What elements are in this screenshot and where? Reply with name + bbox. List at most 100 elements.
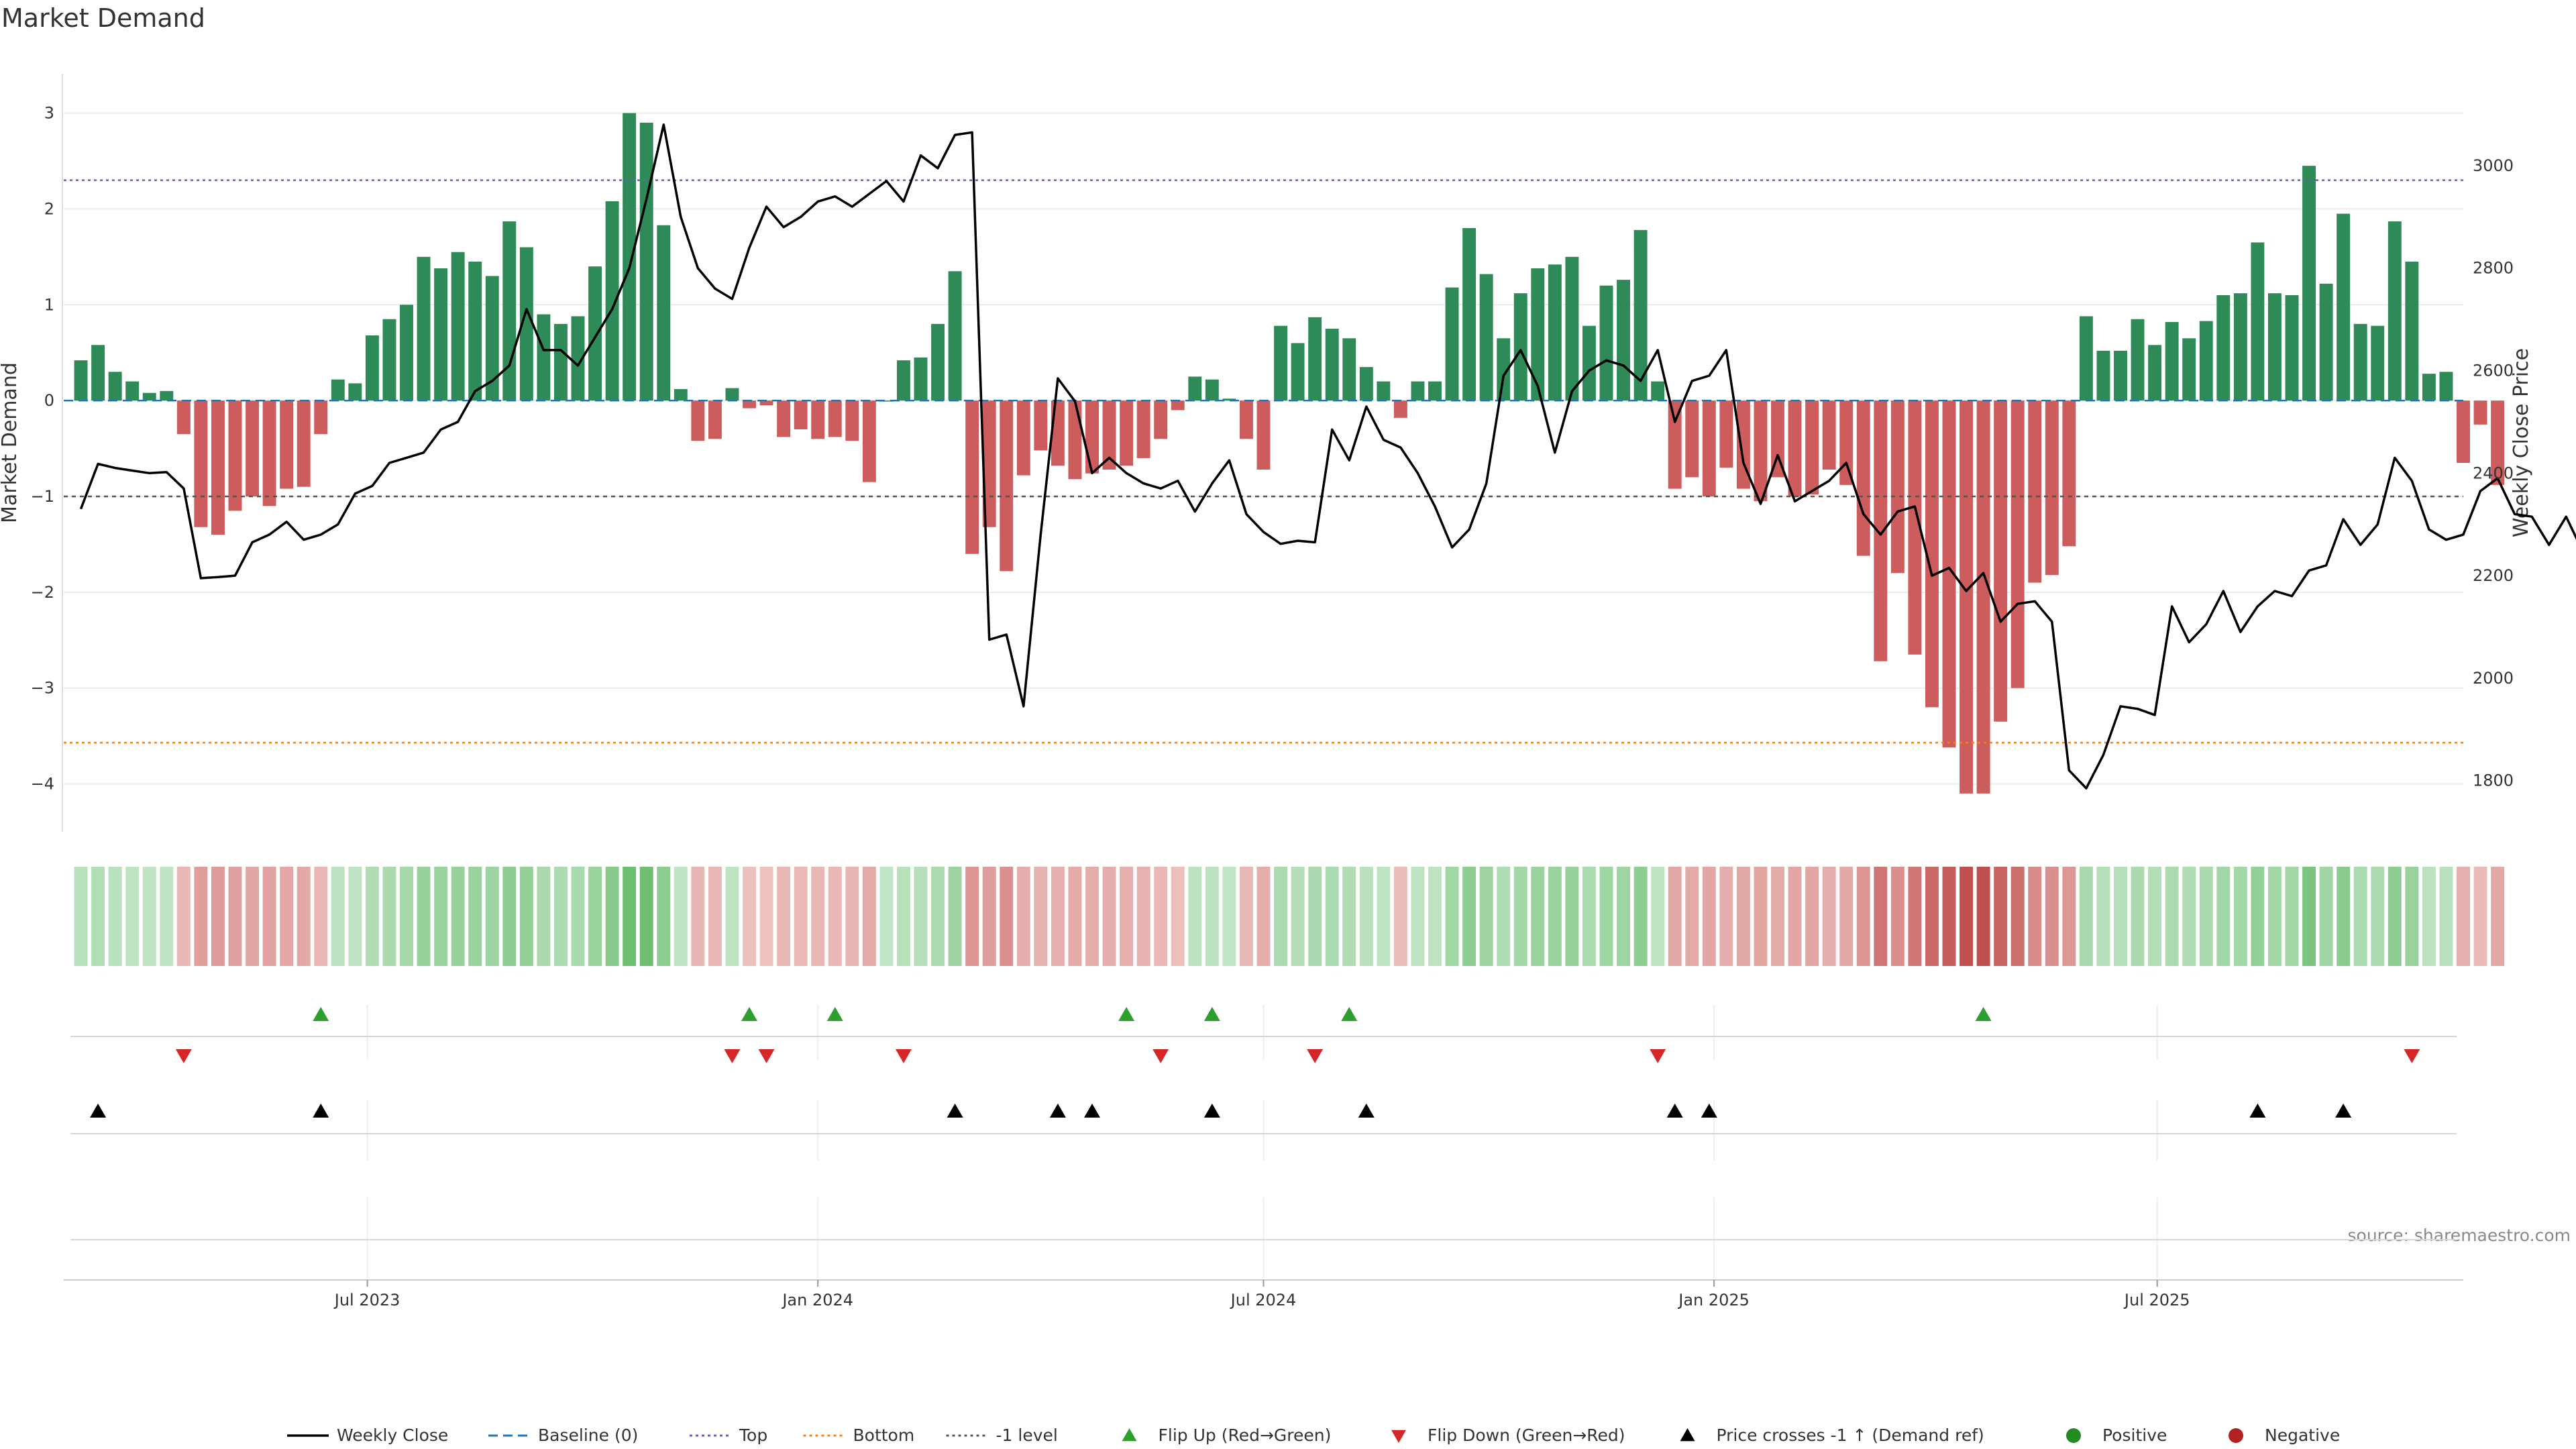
demand-bar [1462,228,1477,401]
x-tick-label: Jan 2024 [781,1291,853,1309]
flip-up-marker [741,1007,757,1021]
price-cross-marker [2249,1104,2266,1118]
heat-cell [142,867,156,966]
demand-bar [982,400,996,527]
demand-bar [1222,398,1236,401]
heat-cell [400,867,413,966]
legend-item: Bottom [803,1426,914,1445]
demand-bar [502,221,517,401]
demand-bar [1393,400,1407,418]
demand-bar [896,360,910,401]
price-cross-marker [313,1104,329,1118]
heat-cell [2405,867,2419,966]
demand-bar [691,400,705,441]
source-note: source: sharemaestro.com [2348,1226,2571,1245]
heat-cell [246,867,260,966]
weekly-close-line [79,123,2576,790]
heat-cell [1736,867,1750,966]
y-tick-label: −2 [31,583,54,602]
heat-cell [1102,867,1116,966]
heat-cell [2028,867,2042,966]
heat-cell [502,867,517,966]
heat-cell [2199,867,2213,966]
heat-cell [2131,867,2145,966]
heat-cell [1856,867,1870,966]
heat-cell [2491,867,2505,966]
heat-cell [1205,867,1219,966]
demand-bar [2337,213,2351,401]
y-tick-label: −1 [31,487,54,506]
legend-item: Positive [2066,1426,2167,1445]
demand-bar [246,400,260,496]
demand-bar [674,389,688,401]
demand-bar [1239,400,1253,439]
heat-cell [2285,867,2299,966]
demand-bar [1960,400,1974,794]
x-axis: Jul 2023 Jan 2024 Jul 2024 Jan 2025 Jul 2025 [64,1279,2463,1309]
flip-down-marker [1152,1049,1169,1063]
reference-lines [64,179,2463,744]
demand-bar [828,400,842,437]
main-gridlines [62,74,2463,832]
demand-bar [2062,400,2076,547]
legend-label: Price crosses -1 ↑ (Demand ref) [1717,1426,1984,1445]
heat-cell [2267,867,2282,966]
heat-cell [862,867,876,966]
heat-cell [571,867,585,966]
price-cross-marker [2335,1104,2352,1118]
demand-bars [74,113,2505,794]
demand-bar [74,360,88,401]
heat-cell [1342,867,1356,966]
demand-bar [1308,317,1322,401]
demand-bar [1000,400,1014,572]
legend-swatch [1680,1428,1695,1442]
y2-axis-label: Weekly Close Price [2510,348,2533,537]
demand-bar [1205,379,1219,401]
legend-item: Weekly Close [287,1426,448,1445]
demand-bar [2371,325,2385,401]
heat-cell [2422,867,2436,966]
demand-bar [1085,400,1099,474]
demand-bar [2114,350,2127,401]
heat-cell [1325,867,1339,966]
demand-bar [297,400,311,487]
heat-cell [211,867,225,966]
demand-bar [1976,400,1990,794]
legend-swatch [2229,1428,2243,1443]
heat-cell [1222,867,1236,966]
heat-cell [160,867,174,966]
demand-bar [176,400,191,435]
demand-bar [382,319,396,401]
demand-bar [1890,400,1904,574]
demand-bar [2319,283,2333,401]
demand-bar [400,305,413,401]
demand-bar [1685,400,1699,478]
flip-up-marker [313,1007,329,1021]
heat-cell [2251,867,2265,966]
demand-bar [211,400,225,535]
heat-cell [1908,867,1922,966]
heat-cell [1839,867,1854,966]
heat-cell [794,867,808,966]
y-tick-label: −3 [31,679,54,698]
heat-cell [1960,867,1974,966]
demand-bar [331,379,345,401]
heat-cell [1016,867,1030,966]
x-tick-label: Jul 2025 [2123,1291,2190,1309]
demand-bar [553,323,568,401]
chart-title: Market Demand [1,3,205,33]
y2-tick-label: 2600 [2473,362,2514,380]
heat-cell [91,867,105,966]
demand-bar [1171,400,1185,411]
demand-bar [1548,264,1562,401]
demand-bar [537,314,551,401]
legend-label: Positive [2102,1426,2167,1445]
demand-bar [759,400,773,406]
demand-bar [1531,268,1545,401]
demand-bar [468,262,482,401]
heat-cell [1445,867,1459,966]
demand-bar [1479,274,1493,401]
demand-bar [1342,338,1356,401]
demand-bar [1359,367,1373,401]
y-axis-ticks: −4 −3 −2 −1 0 1 2 3 [31,104,54,794]
